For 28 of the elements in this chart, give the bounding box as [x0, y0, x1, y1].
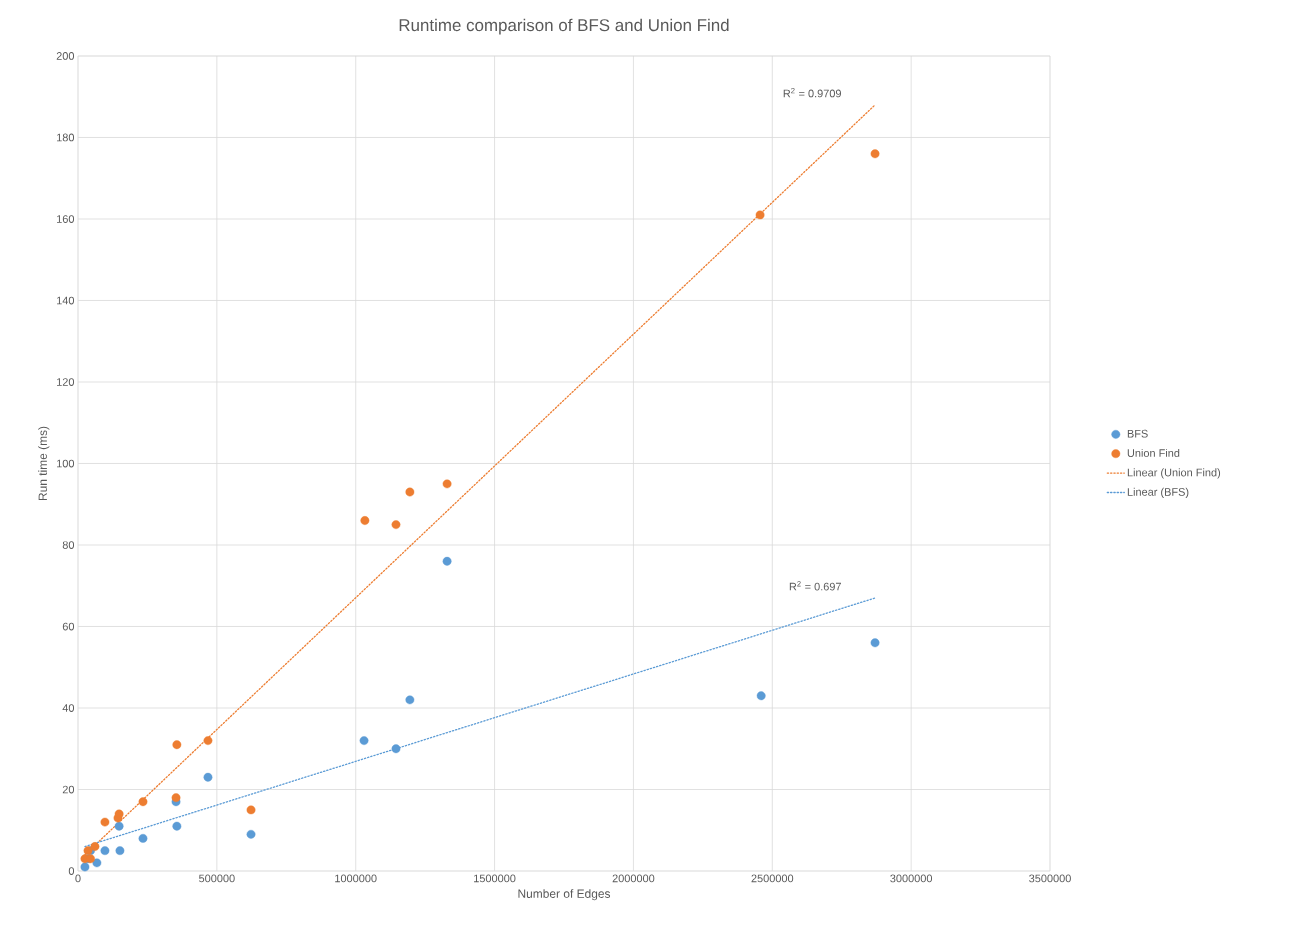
legend-label: Union Find	[1127, 448, 1180, 457]
y-tick-label: 40	[62, 704, 75, 712]
x-axis-title: Number of Edges	[518, 889, 611, 901]
y-tick-label: 160	[57, 215, 75, 223]
x-tick-label: 2500000	[751, 874, 794, 883]
annotation: R$^{2}$ = 0.697	[789, 581, 841, 591]
y-tick-label: 80	[62, 541, 75, 549]
legend-label: Linear (Union Find)	[1127, 468, 1221, 479]
x-tick-label: 500000	[199, 874, 235, 883]
chart-title: Runtime comparison of BFS and Union Find	[399, 18, 729, 35]
x-tick-label: 3500000	[1029, 874, 1071, 883]
x-tick-label: 1500000	[474, 874, 516, 883]
y-tick-label: 60	[62, 622, 75, 631]
y-tick-label: 180	[57, 133, 75, 142]
y-tick-label: 140	[57, 296, 75, 305]
y-tick-label: 200	[56, 52, 75, 60]
y-axis-title: Run time (ms)	[38, 426, 50, 501]
x-tick-label: 2000000	[612, 874, 655, 883]
y-tick-label: 20	[62, 785, 75, 794]
x-tick-label: 3000000	[890, 874, 933, 883]
x-tick-label: 0	[75, 874, 81, 883]
legend-label: BFS	[1127, 429, 1148, 438]
y-tick-label: 120	[57, 378, 75, 386]
y-tick-label: 0	[68, 867, 75, 875]
annotation: R$^{2}$ = 0.9709	[783, 87, 841, 98]
legend-label: Linear (BFS)	[1127, 487, 1189, 498]
y-tick-label: 100	[57, 459, 75, 468]
x-tick-label: 1000000	[335, 874, 377, 883]
